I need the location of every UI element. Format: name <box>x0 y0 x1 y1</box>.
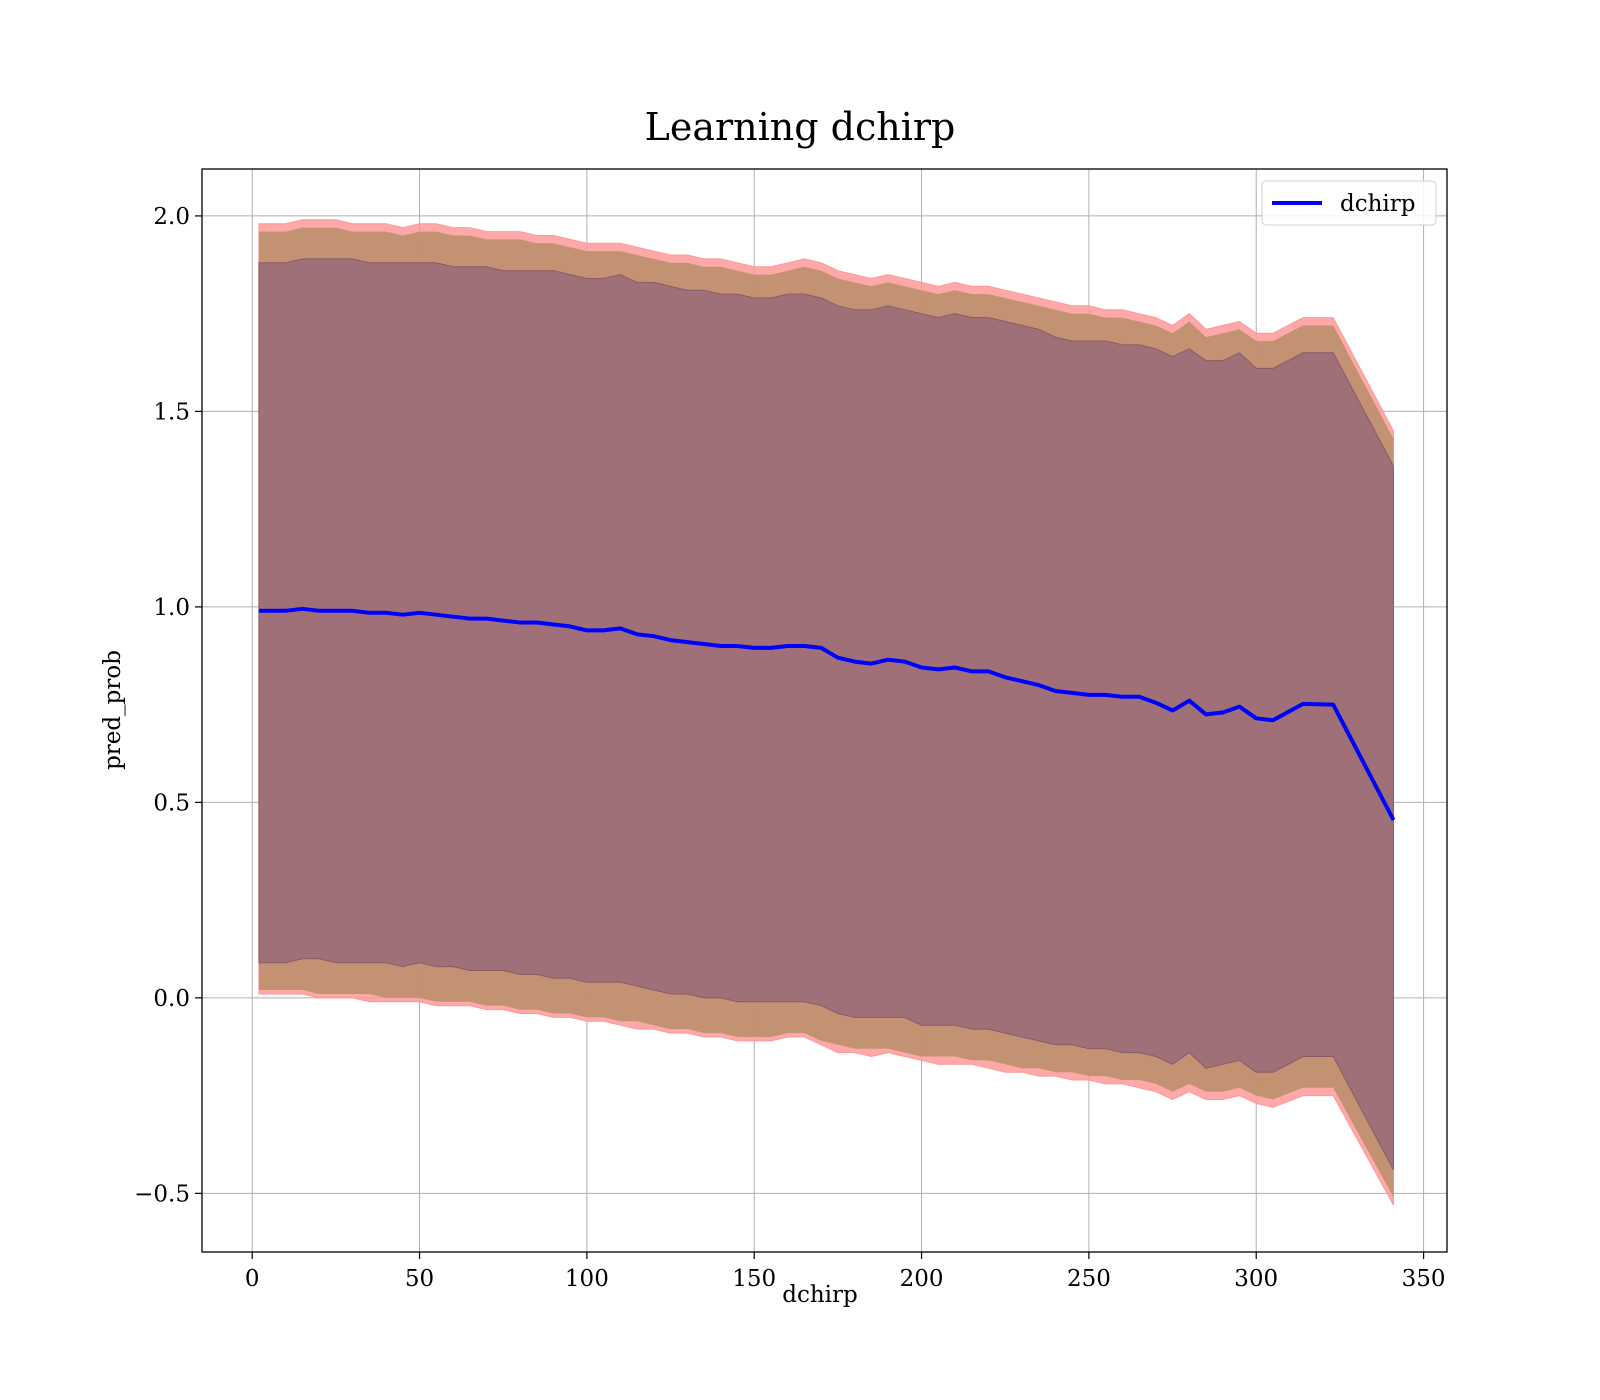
axis-ticks: 0 50 100 150 200 250 300 350 −0.5 0.0 0.5 1.0 1.5 2.0 <box>134 204 1445 1292</box>
inner-band <box>258 258 1394 1171</box>
x-tick-label: 200 <box>900 1266 944 1292</box>
series-lines <box>258 606 1396 821</box>
y-tick-label: 2.0 <box>153 204 190 230</box>
x-tick-label: 50 <box>405 1266 434 1292</box>
x-tick-label: 100 <box>565 1266 609 1292</box>
legend-label-dchirp: dchirp <box>1340 191 1416 217</box>
y-tick-label: 0.5 <box>153 790 190 816</box>
y-tick-label: 1.0 <box>153 595 190 621</box>
chart-title: Learning dchirp <box>645 105 956 149</box>
x-axis-label: dchirp <box>782 1282 858 1308</box>
x-tick-label: 350 <box>1402 1266 1446 1292</box>
legend: dchirp <box>1261 180 1437 226</box>
x-tick-label: 150 <box>732 1266 776 1292</box>
x-tick-label: 300 <box>1234 1266 1278 1292</box>
series-line-dchirp <box>258 606 1396 821</box>
x-tick-label: 250 <box>1067 1266 1111 1292</box>
y-tick-label: 1.5 <box>153 399 190 425</box>
legend-box <box>1261 180 1437 226</box>
y-tick-label: −0.5 <box>134 1181 190 1207</box>
plot-frame <box>201 168 1448 1253</box>
uncertainty-bands <box>258 219 1394 1206</box>
y-axis-label: pred_prob <box>100 650 126 770</box>
x-tick-label: 0 <box>245 1266 260 1292</box>
y-tick-label: 0.0 <box>153 986 190 1012</box>
